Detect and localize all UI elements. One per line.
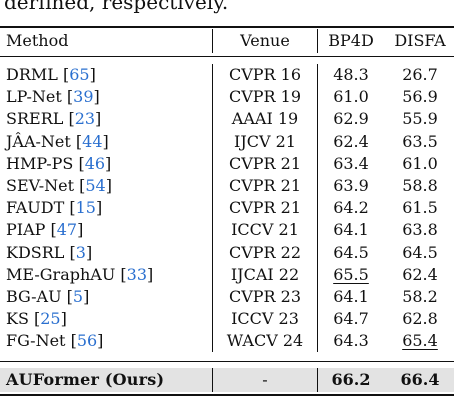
ours-venue-cell: - (212, 368, 318, 392)
ours-separator-rule (0, 361, 454, 362)
ours-row-table: AUFormer (Ours) - 66.2 66.4 (0, 368, 454, 392)
citation-link[interactable]: 65 (69, 65, 90, 85)
bp4d-cell: 62.9 (317, 108, 384, 131)
table-row: FG-Net [56] WACV 24 64.3 65.4 (0, 330, 454, 353)
venue-cell: CVPR 21 (212, 174, 318, 198)
method-cell: KS [25] (6, 309, 67, 329)
second-best-value: 65.4 (402, 331, 438, 351)
method-cell: BG-AU [5] (6, 286, 90, 306)
header-method: Method (6, 31, 69, 50)
citation-link[interactable]: 25 (40, 309, 61, 329)
citation-link[interactable]: 23 (74, 109, 96, 129)
citation-link[interactable]: 47 (56, 220, 78, 240)
bp4d-cell: 64.5 (317, 241, 384, 264)
venue-cell: IJCAI 22 (212, 263, 318, 286)
ours-disfa-cell: 66.4 (400, 370, 440, 389)
table-row: LP-Net [39] CVPR 19 61.0 56.9 (0, 86, 454, 109)
venue-cell: IJCV 21 (212, 130, 318, 153)
venue-cell: CVPR 16 (212, 64, 318, 87)
citation-link[interactable]: 39 (73, 87, 94, 107)
method-cell: SRERL [23] (6, 109, 102, 129)
method-cell: KDSRL [3] (6, 242, 93, 262)
bp4d-cell: 62.4 (317, 130, 384, 153)
table-row: KS [25] ICCV 23 64.7 62.8 (0, 308, 454, 331)
citation-link[interactable]: 56 (76, 331, 98, 351)
header-bp4d: BP4D (317, 29, 384, 53)
citation-link[interactable]: 33 (126, 264, 148, 284)
bp4d-cell: 64.1 (317, 285, 384, 309)
disfa-cell: 62.8 (402, 309, 438, 329)
disfa-cell: 55.9 (402, 109, 438, 129)
disfa-cell: 61.0 (402, 153, 438, 173)
disfa-cell: 64.5 (402, 242, 438, 262)
disfa-cell: 65.4 (384, 330, 454, 352)
disfa-cell: 58.8 (402, 176, 438, 196)
method-cell: SEV-Net [54] (6, 176, 112, 196)
table-row: JÂA-Net [44] IJCV 21 62.4 63.5 (0, 130, 454, 153)
table-top-rule (0, 26, 454, 28)
bp4d-cell: 64.7 (317, 308, 384, 331)
venue-cell: CVPR 19 (212, 86, 318, 109)
table-row: HMP-PS [46] CVPR 21 63.4 61.0 (0, 152, 454, 175)
citation-link[interactable]: 15 (75, 198, 96, 218)
bp4d-cell: 65.5 (317, 263, 384, 286)
ours-method-cell: AUFormer (Ours) (6, 370, 165, 389)
disfa-cell: 26.7 (402, 65, 438, 85)
header-row: Method Venue BP4D DISFA (0, 29, 454, 53)
method-cell: FAUDT [15] (6, 198, 103, 218)
header-rule (0, 56, 454, 57)
bp4d-cell: 64.1 (317, 219, 384, 242)
caption-text: derfined, respectively. (4, 0, 229, 14)
table-row: PIAP [47] ICCV 21 64.1 63.8 (0, 219, 454, 242)
table-row: DRML [65] CVPR 16 48.3 26.7 (0, 64, 454, 87)
bp4d-cell: 63.9 (317, 174, 384, 198)
bp4d-cell: 64.3 (317, 330, 384, 353)
method-cell: ME-GraphAU [33] (6, 264, 154, 284)
table-row: SEV-Net [54] CVPR 21 63.9 58.8 (0, 174, 454, 198)
table-row: BG-AU [5] CVPR 23 64.1 58.2 (0, 285, 454, 309)
disfa-cell: 58.2 (402, 286, 438, 306)
venue-cell: ICCV 23 (212, 308, 318, 331)
ours-bp4d-cell: 66.2 (317, 368, 384, 392)
bp4d-cell: 48.3 (317, 64, 384, 87)
table-row: ME-GraphAU [33] IJCAI 22 65.5 62.4 (0, 263, 454, 286)
citation-link[interactable]: 5 (72, 286, 84, 306)
method-cell: JÂA-Net [44] (6, 131, 109, 151)
disfa-cell: 63.5 (402, 131, 438, 151)
table-header: Method Venue BP4D DISFA (0, 29, 454, 53)
venue-cell: CVPR 21 (212, 152, 318, 175)
disfa-cell: 63.8 (402, 220, 438, 240)
citation-link[interactable]: 46 (84, 153, 106, 173)
citation-link[interactable]: 44 (82, 131, 103, 151)
method-cell: HMP-PS [46] (6, 153, 112, 173)
ours-row: AUFormer (Ours) - 66.2 66.4 (0, 368, 454, 392)
citation-link[interactable]: 3 (75, 242, 86, 262)
venue-cell: CVPR 21 (212, 197, 318, 220)
citation-link[interactable]: 54 (85, 176, 106, 196)
bp4d-cell: 64.2 (317, 197, 384, 220)
method-cell: LP-Net [39] (6, 87, 100, 107)
table-row: SRERL [23] AAAI 19 62.9 55.9 (0, 108, 454, 131)
results-table: DRML [65] CVPR 16 48.3 26.7 LP-Net [39] … (0, 64, 454, 353)
header-venue: Venue (212, 29, 318, 53)
table-row: FAUDT [15] CVPR 21 64.2 61.5 (0, 197, 454, 220)
venue-cell: WACV 24 (212, 330, 318, 353)
method-cell: FG-Net [56] (6, 331, 104, 351)
table-bottom-rule (0, 394, 454, 396)
venue-cell: CVPR 22 (212, 241, 318, 264)
venue-cell: ICCV 21 (212, 219, 318, 242)
disfa-cell: 56.9 (402, 87, 438, 107)
bp4d-cell: 61.0 (317, 86, 384, 109)
method-cell: DRML [65] (6, 65, 96, 85)
disfa-cell: 61.5 (402, 198, 438, 218)
disfa-cell: 62.4 (402, 264, 438, 284)
header-disfa: DISFA (394, 31, 446, 50)
table-row: KDSRL [3] CVPR 22 64.5 64.5 (0, 241, 454, 264)
method-cell: PIAP [47] (6, 220, 84, 240)
venue-cell: CVPR 23 (212, 285, 318, 309)
venue-cell: AAAI 19 (212, 108, 318, 131)
bp4d-cell: 63.4 (317, 152, 384, 175)
second-best-value: 65.5 (333, 264, 369, 284)
